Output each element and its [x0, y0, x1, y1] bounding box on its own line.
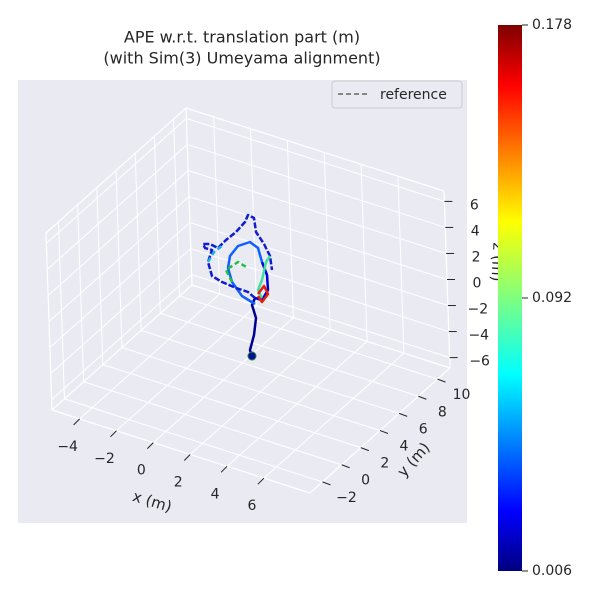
- y-tick: [341, 464, 350, 469]
- grid-line: [46, 118, 187, 244]
- z-tick-label: −6: [469, 354, 490, 370]
- chart-subtitle: (with Sim(3) Umeyama alignment): [103, 49, 380, 68]
- x-tick: [183, 454, 191, 461]
- colorbar-tick-label: 0.092: [532, 290, 572, 306]
- y-tick-label: 6: [419, 421, 428, 437]
- grid-line: [46, 144, 188, 270]
- z-tick-label: 6: [470, 197, 479, 213]
- grid: [45, 107, 451, 494]
- y-tick: [437, 378, 446, 383]
- z-tick-label: −4: [468, 328, 489, 344]
- grid-line: [50, 248, 192, 374]
- x-tick-label: 2: [174, 474, 183, 490]
- x-tick-label: −4: [57, 439, 78, 455]
- x-tick-label: 6: [247, 498, 256, 514]
- y-tick-label: 8: [438, 404, 447, 420]
- z-tick-label: 4: [471, 223, 480, 239]
- x-tick-label: 4: [211, 486, 220, 502]
- x-tick: [147, 442, 154, 449]
- colorbar-tick-label: 0.006: [532, 563, 572, 579]
- z-tick-label: 0: [473, 276, 482, 292]
- grid-line: [51, 274, 192, 400]
- x-tick-label: 0: [137, 463, 146, 479]
- x-tick: [220, 465, 228, 473]
- grid-line: [191, 274, 450, 359]
- grid-line: [83, 381, 342, 466]
- pane-edge: [185, 107, 445, 192]
- grid-line: [188, 196, 448, 280]
- y-tick-label: 0: [361, 473, 370, 489]
- colorbar-tick-label: 0.178: [532, 17, 572, 33]
- y-tick: [360, 447, 369, 452]
- pane-edge: [191, 284, 451, 369]
- chart-title: APE w.r.t. translation part (m): [124, 28, 360, 47]
- z-tick-label: −2: [468, 302, 489, 318]
- y-tick: [379, 430, 389, 434]
- grid-line: [186, 117, 445, 202]
- legend-box: [331, 80, 463, 109]
- legend-label: reference: [380, 87, 447, 103]
- grid-line: [49, 222, 191, 348]
- grid-line: [190, 248, 449, 333]
- grid-line: [189, 222, 449, 307]
- y-tick-label: 10: [453, 387, 471, 403]
- grid-line: [187, 169, 447, 254]
- pane-edge: [51, 409, 311, 494]
- grid-line: [47, 170, 189, 296]
- legend: reference: [331, 80, 463, 109]
- grid-line: [179, 295, 438, 380]
- y-tick-label: −2: [336, 490, 357, 506]
- grid-line: [121, 347, 381, 431]
- grid-line: [64, 398, 323, 483]
- y-tick-label: 4: [400, 439, 409, 455]
- x-tick: [110, 430, 117, 438]
- y-tick: [399, 412, 408, 417]
- trajectory: [201, 213, 274, 361]
- x-tick-label: −2: [94, 451, 115, 467]
- y-tick: [418, 395, 427, 400]
- grid-line: [160, 312, 419, 397]
- y-tick: [322, 481, 331, 486]
- colorbar: [498, 25, 522, 571]
- grid-line: [141, 329, 400, 414]
- grid-line: [187, 143, 446, 228]
- x-tick: [73, 418, 80, 426]
- y-tick-label: 2: [380, 456, 389, 472]
- x-tick: [257, 477, 265, 485]
- grid-line: [48, 196, 190, 322]
- grid-line: [102, 364, 361, 449]
- z-tick-label: 2: [472, 249, 481, 265]
